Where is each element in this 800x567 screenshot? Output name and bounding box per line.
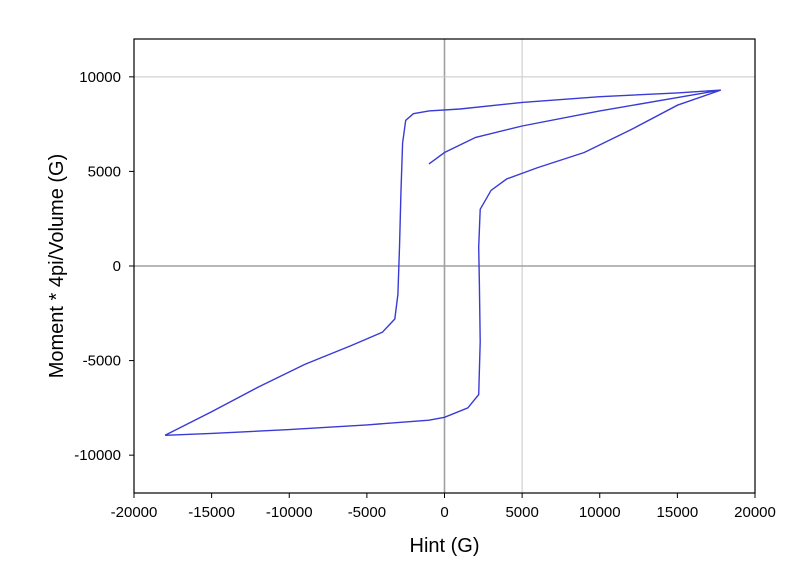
x-tick-label: 10000 <box>579 504 621 521</box>
y-tick-label: 10000 <box>79 69 121 86</box>
x-tick-label: -5000 <box>348 504 386 521</box>
x-tick-label: 20000 <box>734 504 776 521</box>
x-tick-label: -10000 <box>266 504 313 521</box>
x-tick-label: 0 <box>440 504 448 521</box>
x-tick-label: 5000 <box>505 504 538 521</box>
x-tick-label: -15000 <box>188 504 235 521</box>
x-axis-ticks: -20000 -15000 -10000 -5000 0 5000 10000 15000 20… <box>111 493 776 521</box>
y-tick-label: -5000 <box>83 353 121 370</box>
y-tick-label: 5000 <box>88 163 121 180</box>
hysteresis-curve-line <box>164 89 722 436</box>
y-tick-label: 0 <box>113 258 121 275</box>
y-tick-label: -10000 <box>74 447 121 464</box>
x-tick-label: -20000 <box>111 504 158 521</box>
x-axis-title: Hint (G) <box>410 535 480 557</box>
y-axis-title: Moment * 4pi/Volume (G) <box>46 154 68 379</box>
y-axis-ticks: -10000 -5000 0 5000 10000 <box>74 69 134 464</box>
x-tick-label: 15000 <box>657 504 699 521</box>
